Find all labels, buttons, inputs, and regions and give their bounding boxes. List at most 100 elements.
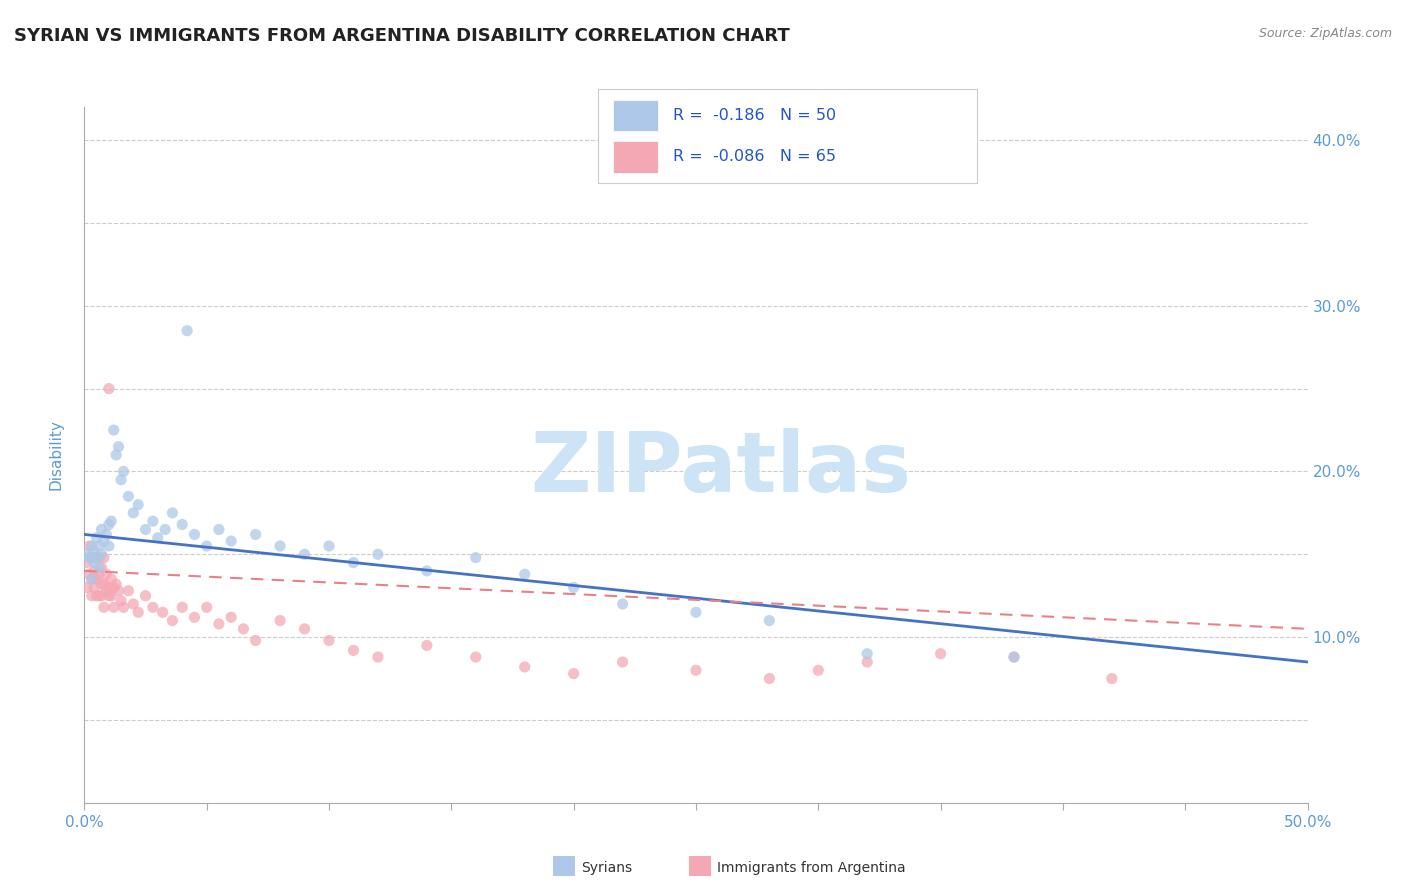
Point bbox=[318, 539, 340, 553]
Point bbox=[122, 506, 145, 520]
Point bbox=[294, 622, 316, 636]
Point bbox=[342, 556, 364, 570]
Point bbox=[1101, 672, 1123, 686]
Point bbox=[112, 600, 135, 615]
Point bbox=[208, 523, 231, 537]
Point bbox=[80, 589, 103, 603]
Point bbox=[219, 610, 242, 624]
Point bbox=[245, 527, 267, 541]
Point bbox=[107, 583, 129, 598]
Point bbox=[153, 523, 176, 537]
Point bbox=[103, 423, 125, 437]
Point bbox=[367, 547, 389, 561]
Point bbox=[183, 527, 205, 541]
Point bbox=[80, 550, 103, 565]
Point bbox=[96, 583, 118, 598]
Point bbox=[90, 589, 112, 603]
Point bbox=[86, 550, 108, 565]
Point bbox=[152, 605, 174, 619]
Point bbox=[318, 633, 340, 648]
Point bbox=[93, 534, 115, 549]
Point bbox=[464, 550, 486, 565]
Point bbox=[146, 531, 169, 545]
Point bbox=[122, 597, 145, 611]
Point bbox=[195, 600, 218, 615]
Point bbox=[100, 589, 122, 603]
Point bbox=[96, 527, 118, 541]
Point bbox=[367, 650, 389, 665]
Point bbox=[464, 650, 486, 665]
Point bbox=[245, 633, 267, 648]
Point bbox=[93, 600, 115, 615]
Point bbox=[162, 506, 184, 520]
Point bbox=[135, 589, 157, 603]
Point bbox=[77, 550, 100, 565]
Point bbox=[80, 539, 103, 553]
Point bbox=[807, 663, 830, 677]
Point bbox=[97, 589, 120, 603]
Point bbox=[103, 600, 125, 615]
Point bbox=[269, 539, 291, 553]
Point bbox=[172, 600, 194, 615]
Point bbox=[105, 577, 128, 591]
Point bbox=[93, 550, 115, 565]
Point bbox=[685, 605, 707, 619]
Point bbox=[172, 517, 194, 532]
Point bbox=[97, 581, 120, 595]
Point bbox=[195, 539, 218, 553]
Point bbox=[77, 539, 100, 553]
Point bbox=[416, 639, 439, 653]
Point bbox=[83, 544, 105, 558]
Point bbox=[176, 324, 198, 338]
Point bbox=[929, 647, 952, 661]
Point bbox=[97, 382, 120, 396]
Point bbox=[105, 448, 128, 462]
Point bbox=[612, 655, 634, 669]
Point bbox=[83, 550, 105, 565]
Point bbox=[87, 567, 110, 582]
Point bbox=[107, 440, 129, 454]
Point bbox=[127, 498, 149, 512]
Point bbox=[117, 583, 139, 598]
Point bbox=[1002, 650, 1025, 665]
Text: R =  -0.186   N = 50: R = -0.186 N = 50 bbox=[673, 108, 837, 123]
Point bbox=[117, 489, 139, 503]
Point bbox=[87, 550, 110, 565]
Point bbox=[612, 597, 634, 611]
Point bbox=[513, 660, 536, 674]
Point bbox=[87, 539, 110, 553]
Point bbox=[83, 556, 105, 570]
Point bbox=[90, 577, 112, 591]
Point bbox=[183, 610, 205, 624]
Point bbox=[93, 577, 115, 591]
Point bbox=[562, 666, 585, 681]
Point bbox=[90, 523, 112, 537]
Point bbox=[416, 564, 439, 578]
Point bbox=[90, 560, 112, 574]
Point bbox=[135, 523, 157, 537]
Point bbox=[97, 517, 120, 532]
Text: Source: ZipAtlas.com: Source: ZipAtlas.com bbox=[1258, 27, 1392, 40]
Point bbox=[86, 589, 108, 603]
Point bbox=[856, 655, 879, 669]
Point bbox=[110, 593, 132, 607]
Point bbox=[758, 614, 780, 628]
Point bbox=[86, 572, 108, 586]
Point bbox=[142, 600, 165, 615]
Point bbox=[87, 560, 110, 574]
Point bbox=[513, 567, 536, 582]
Text: R =  -0.086   N = 65: R = -0.086 N = 65 bbox=[673, 149, 837, 164]
Point bbox=[76, 556, 98, 570]
Point bbox=[103, 581, 125, 595]
Point bbox=[100, 514, 122, 528]
Point bbox=[96, 567, 118, 582]
FancyBboxPatch shape bbox=[613, 100, 658, 131]
Point bbox=[342, 643, 364, 657]
Point bbox=[758, 672, 780, 686]
Point bbox=[76, 547, 98, 561]
Point bbox=[232, 622, 254, 636]
Point bbox=[80, 572, 103, 586]
Point bbox=[1002, 650, 1025, 665]
Point bbox=[110, 473, 132, 487]
Y-axis label: Disability: Disability bbox=[49, 419, 63, 491]
